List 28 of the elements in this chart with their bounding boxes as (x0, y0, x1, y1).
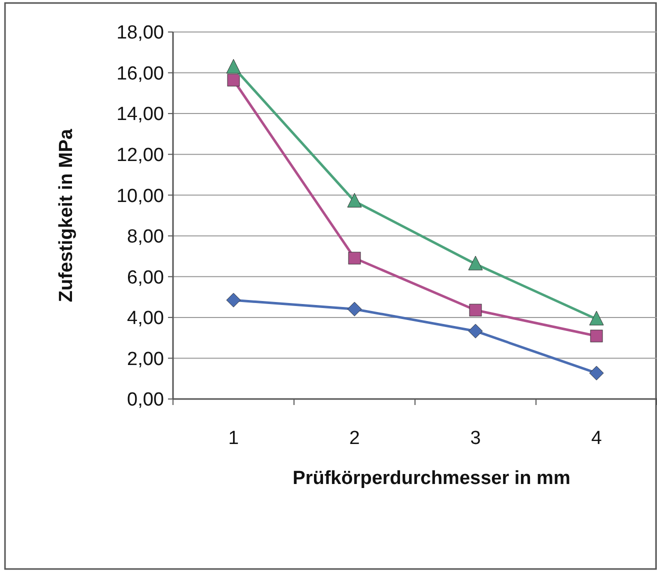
point (589, 310, 604, 326)
y-tick-label: 10,00 (116, 186, 164, 207)
y-tick-label: 4,00 (127, 308, 164, 330)
point (226, 59, 241, 74)
point (468, 324, 483, 338)
x-tick-label: 2 (349, 428, 360, 449)
y-tick-label: 14,00 (116, 104, 164, 126)
y-tick-label: 0,00 (127, 390, 164, 411)
point (348, 252, 361, 264)
y-axis-title: Zufestigkeit in MPa (56, 128, 77, 302)
point (468, 256, 483, 270)
x-axis-title: Prüfkörperdurchmesser in mm (292, 468, 570, 489)
point (227, 74, 240, 86)
y-tick-label: 2,00 (127, 348, 164, 370)
point (469, 304, 482, 316)
x-tick-label: 4 (591, 428, 602, 449)
point (347, 302, 362, 316)
y-tick-label: 6,00 (127, 267, 164, 288)
point (589, 366, 604, 380)
x-tick-label: 1 (228, 428, 239, 449)
y-tick-label: 12,00 (116, 144, 164, 166)
y-tick-label: 18,00 (116, 22, 164, 44)
x-tick-label: 3 (470, 428, 481, 449)
y-tick-label: 8,00 (127, 226, 164, 248)
point (347, 192, 362, 208)
point (590, 330, 603, 342)
point (226, 292, 241, 308)
y-tick-label: 16,00 (116, 63, 164, 84)
